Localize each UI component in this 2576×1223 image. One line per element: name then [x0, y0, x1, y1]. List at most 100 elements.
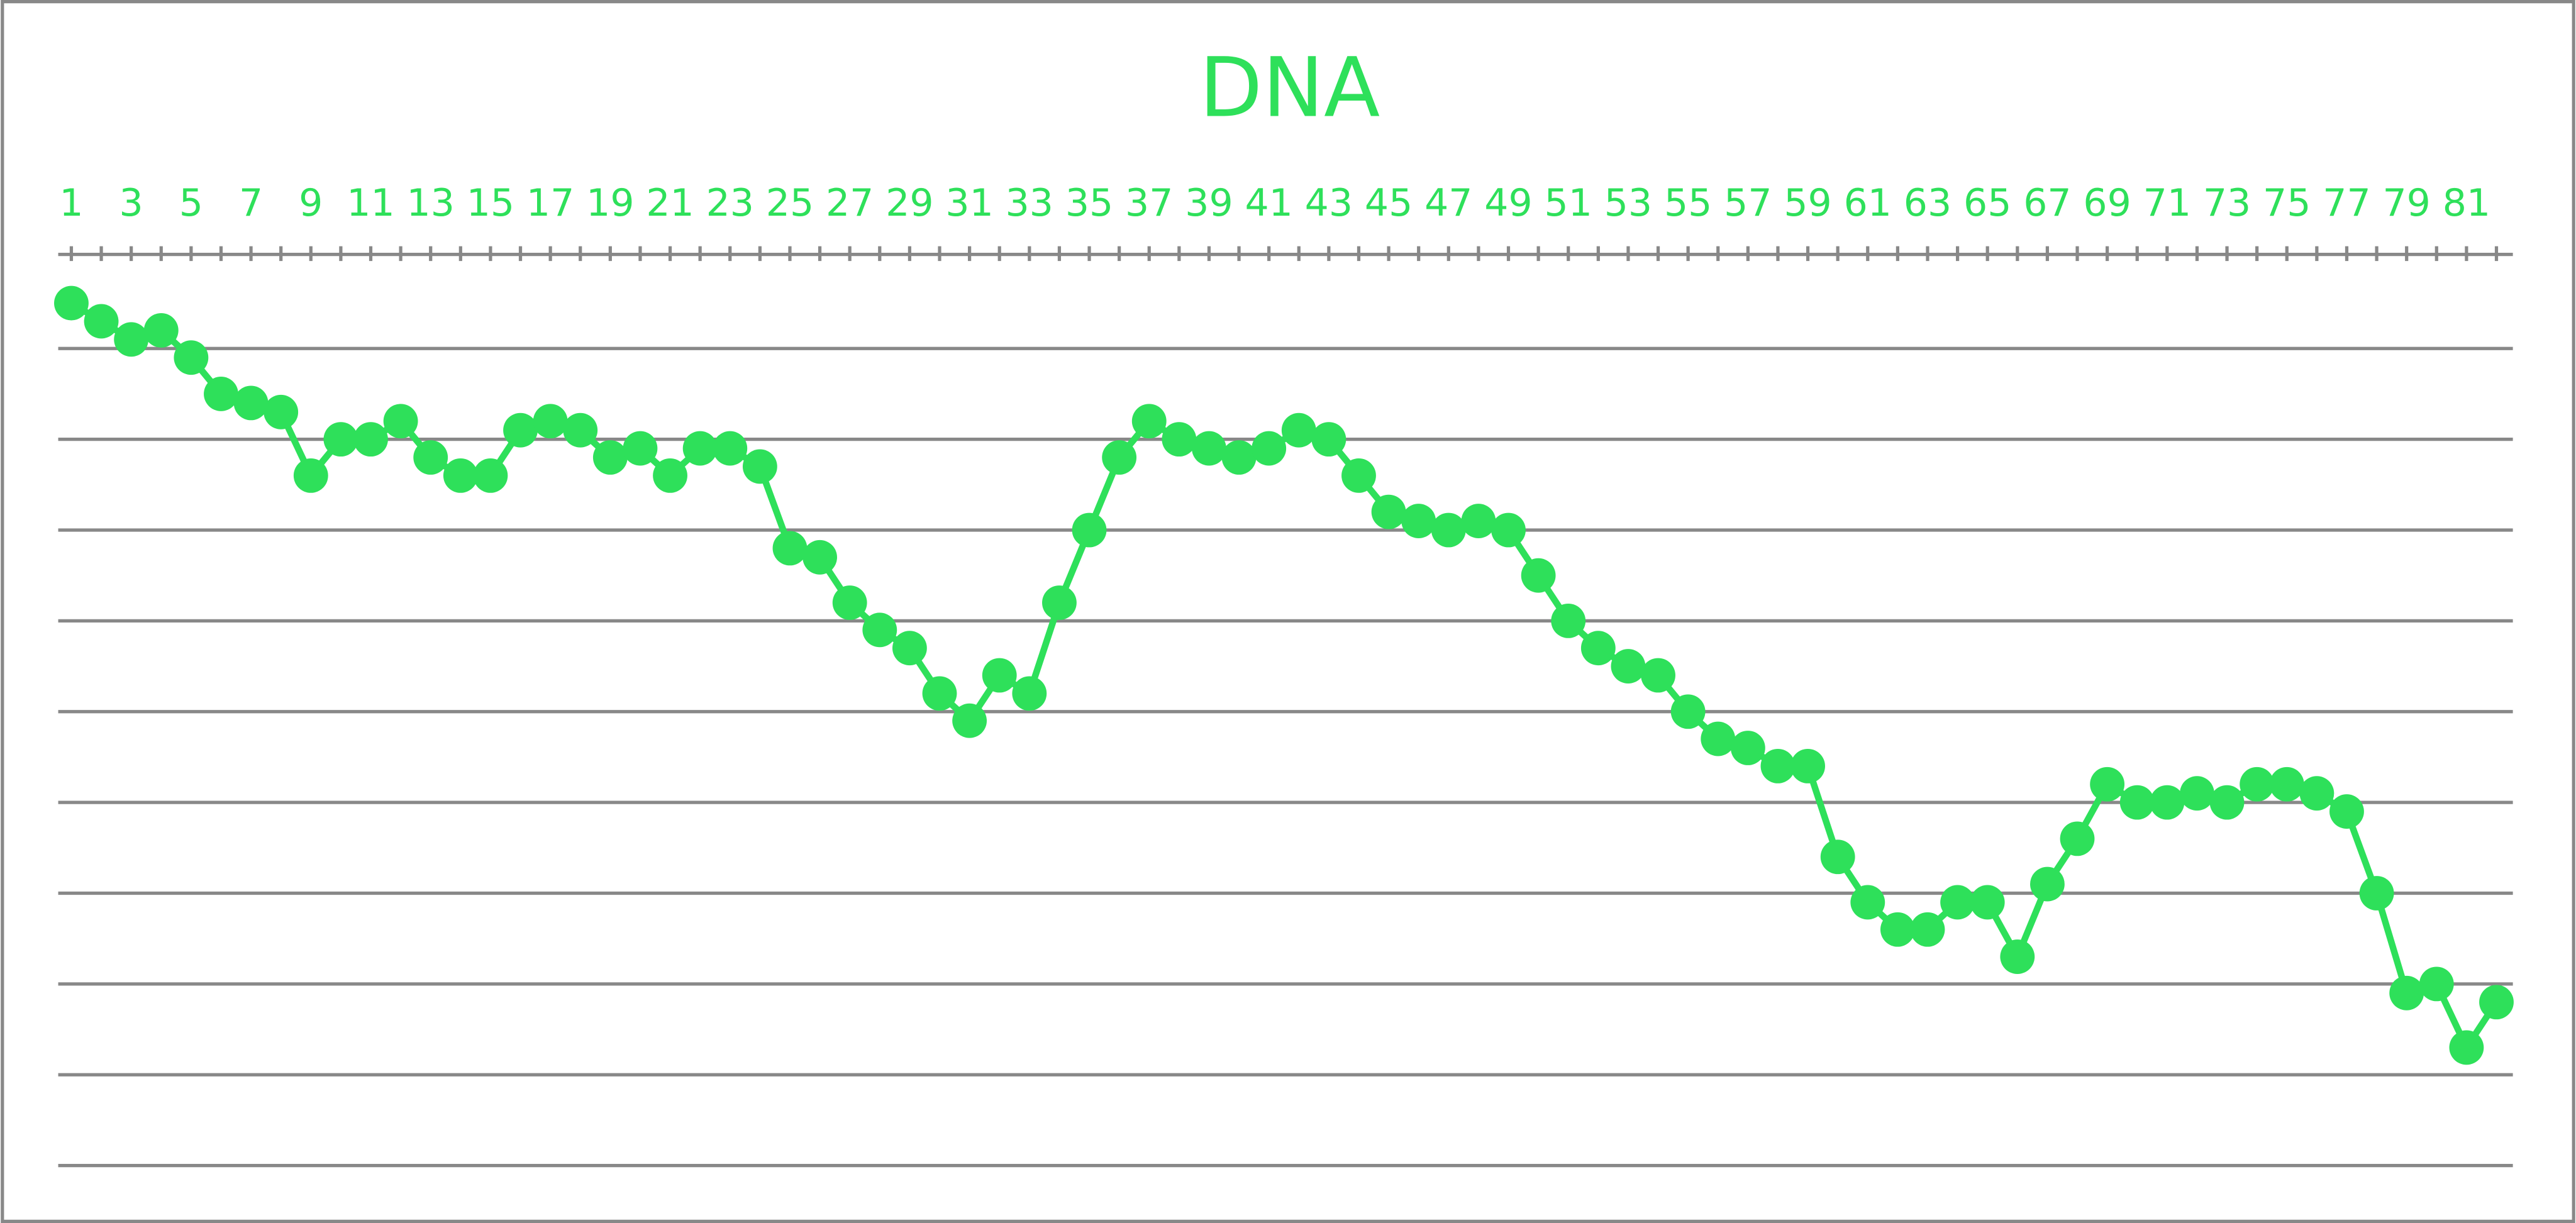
data-point: [1850, 885, 1885, 920]
data-point: [952, 703, 987, 738]
x-tick-label: 9: [299, 181, 323, 225]
data-point: [2090, 766, 2125, 802]
data-point: [443, 458, 478, 493]
data-point: [1940, 885, 1975, 920]
data-point: [2150, 785, 2185, 820]
data-point: [2389, 975, 2424, 1010]
data-point: [1131, 404, 1167, 439]
data-point: [353, 422, 388, 457]
data-point: [2359, 876, 2394, 910]
data-point: [1670, 694, 1706, 729]
data-point: [682, 431, 718, 466]
x-tick-label: 29: [886, 181, 933, 225]
data-point: [1401, 504, 1436, 538]
x-tick-label: 63: [1904, 181, 1951, 225]
data-point: [1820, 839, 1855, 875]
data-point: [1760, 748, 1796, 783]
data-point: [1611, 649, 1646, 683]
x-tick-label: 19: [586, 181, 634, 225]
data-point: [1252, 431, 1287, 466]
data-point: [653, 458, 687, 493]
data-point: [174, 340, 209, 375]
x-tick-label: 39: [1185, 181, 1233, 225]
x-tick-label: 25: [766, 181, 814, 225]
data-point: [533, 404, 568, 439]
data-point: [1281, 412, 1316, 448]
data-point: [2479, 985, 2514, 1020]
x-tick-label: 13: [407, 181, 455, 225]
x-tick-label: 47: [1424, 181, 1472, 225]
x-tick-label: 71: [2143, 181, 2191, 225]
x-tick-label: 31: [945, 181, 993, 225]
data-point: [982, 658, 1017, 693]
data-point: [772, 531, 808, 566]
data-point: [563, 412, 598, 448]
x-tick-label: 27: [826, 181, 874, 225]
data-point: [802, 540, 837, 575]
data-point: [2449, 1030, 2484, 1065]
data-point: [1431, 512, 1466, 548]
x-tick-label: 77: [2323, 181, 2370, 225]
x-tick-label: 23: [706, 181, 754, 225]
x-tick-label: 73: [2203, 181, 2251, 225]
x-tick-label: 67: [2023, 181, 2071, 225]
data-point: [114, 322, 149, 357]
data-point: [293, 458, 328, 493]
data-point: [1790, 748, 1825, 783]
x-tick-label: 43: [1305, 181, 1353, 225]
data-point: [742, 449, 777, 484]
x-tick-label: 65: [1963, 181, 2011, 225]
data-point: [2269, 766, 2304, 802]
x-tick-label: 7: [239, 181, 263, 225]
x-tick-label: 35: [1065, 181, 1113, 225]
data-point: [54, 285, 89, 321]
data-point: [862, 612, 897, 648]
data-point: [2419, 966, 2454, 1002]
data-point: [623, 431, 658, 466]
data-point: [1341, 458, 1376, 493]
data-point: [2180, 776, 2214, 811]
data-point: [1580, 631, 1616, 666]
x-tick-label: 1: [59, 181, 83, 225]
x-tick-label: 81: [2443, 181, 2490, 225]
x-tick-label: 11: [347, 181, 394, 225]
x-tick-label: 53: [1604, 181, 1652, 225]
data-point: [1910, 912, 1945, 947]
data-point: [204, 377, 238, 411]
data-point: [2000, 939, 2035, 974]
data-point: [1012, 676, 1047, 711]
x-tick-label: 49: [1484, 181, 1532, 225]
data-point: [503, 412, 538, 448]
x-tick-label: 15: [467, 181, 514, 225]
data-point: [2209, 785, 2245, 820]
data-point: [713, 431, 748, 466]
data-point: [2060, 821, 2095, 856]
data-point: [143, 313, 179, 348]
data-point: [2240, 766, 2275, 802]
x-tick-label: 41: [1245, 181, 1292, 225]
x-tick-label: 17: [526, 181, 574, 225]
data-point: [1311, 422, 1346, 457]
data-point: [1042, 585, 1077, 620]
data-point: [1641, 658, 1675, 693]
data-point: [1371, 494, 1406, 529]
data-point: [1102, 440, 1137, 475]
data-point: [383, 404, 418, 439]
x-tick-label: 5: [179, 181, 203, 225]
data-point: [1461, 504, 1496, 538]
data-point: [2329, 794, 2364, 829]
data-point: [1730, 731, 1765, 765]
data-point: [1221, 440, 1257, 475]
x-tick-label: 79: [2382, 181, 2430, 225]
data-point: [413, 440, 448, 475]
data-point: [233, 385, 269, 421]
data-point: [473, 458, 508, 493]
data-point: [1551, 603, 1586, 638]
x-tick-label: 57: [1724, 181, 1772, 225]
x-tick-label: 69: [2083, 181, 2131, 225]
data-point: [2030, 866, 2065, 902]
x-tick-label: 59: [1784, 181, 1831, 225]
x-tick-label: 75: [2263, 181, 2311, 225]
